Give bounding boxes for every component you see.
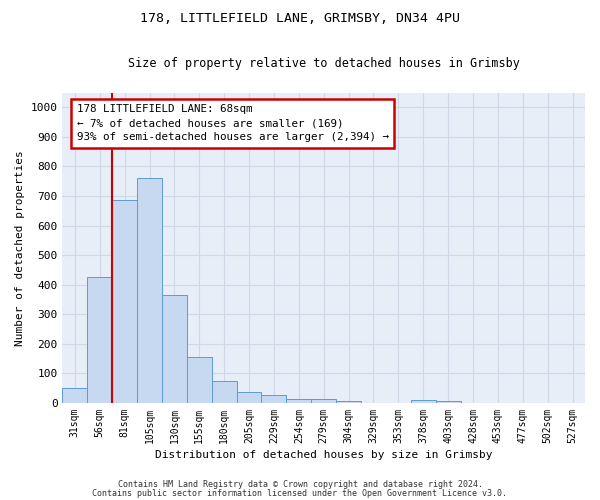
X-axis label: Distribution of detached houses by size in Grimsby: Distribution of detached houses by size …: [155, 450, 493, 460]
Bar: [112, 200, 137, 403]
Bar: [336, 400, 361, 403]
Text: 178, LITTLEFIELD LANE, GRIMSBY, DN34 4PU: 178, LITTLEFIELD LANE, GRIMSBY, DN34 4PU: [140, 12, 460, 26]
Bar: [212, 381, 236, 403]
Bar: [236, 392, 262, 403]
Bar: [411, 400, 436, 403]
Title: Size of property relative to detached houses in Grimsby: Size of property relative to detached ho…: [128, 58, 520, 70]
Bar: [88, 278, 112, 403]
Bar: [286, 398, 311, 403]
Y-axis label: Number of detached properties: Number of detached properties: [15, 150, 25, 346]
Bar: [162, 295, 187, 403]
Bar: [311, 398, 336, 403]
Bar: [137, 178, 162, 403]
Text: 178 LITTLEFIELD LANE: 68sqm
← 7% of detached houses are smaller (169)
93% of sem: 178 LITTLEFIELD LANE: 68sqm ← 7% of deta…: [77, 104, 389, 142]
Bar: [262, 395, 286, 403]
Bar: [436, 400, 461, 403]
Bar: [187, 357, 212, 403]
Text: Contains public sector information licensed under the Open Government Licence v3: Contains public sector information licen…: [92, 488, 508, 498]
Bar: [62, 388, 88, 403]
Text: Contains HM Land Registry data © Crown copyright and database right 2024.: Contains HM Land Registry data © Crown c…: [118, 480, 482, 489]
